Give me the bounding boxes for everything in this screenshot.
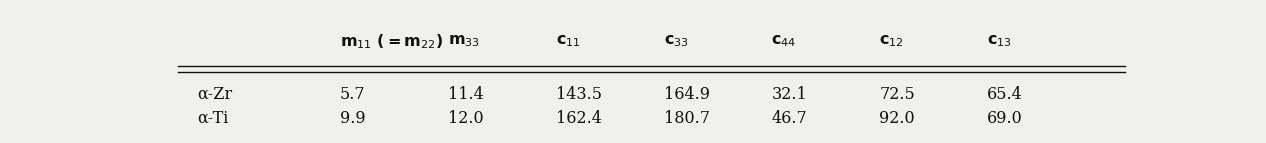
Text: 12.0: 12.0 (448, 110, 484, 127)
Text: $\mathbf{c}_{44}$: $\mathbf{c}_{44}$ (771, 34, 796, 49)
Text: 162.4: 162.4 (556, 110, 601, 127)
Text: 9.9: 9.9 (339, 110, 366, 127)
Text: $\mathbf{c}_{13}$: $\mathbf{c}_{13}$ (987, 34, 1013, 49)
Text: 72.5: 72.5 (880, 86, 915, 103)
Text: $\mathbf{c}_{12}$: $\mathbf{c}_{12}$ (880, 34, 904, 49)
Text: α-Zr: α-Zr (197, 86, 233, 103)
Text: 92.0: 92.0 (880, 110, 915, 127)
Text: 32.1: 32.1 (771, 86, 808, 103)
Text: $\mathbf{m}_{33}$: $\mathbf{m}_{33}$ (448, 34, 480, 49)
Text: 11.4: 11.4 (448, 86, 484, 103)
Text: 164.9: 164.9 (663, 86, 709, 103)
Text: 46.7: 46.7 (771, 110, 808, 127)
Text: α-Ti: α-Ti (197, 110, 229, 127)
Text: 143.5: 143.5 (556, 86, 601, 103)
Text: $\mathbf{m}_{11}$ $\mathbf{(= m}_{22}\mathbf{)}$: $\mathbf{m}_{11}$ $\mathbf{(= m}_{22}\ma… (339, 32, 443, 51)
Text: $\mathbf{c}_{33}$: $\mathbf{c}_{33}$ (663, 34, 689, 49)
Text: 180.7: 180.7 (663, 110, 709, 127)
Text: 65.4: 65.4 (987, 86, 1023, 103)
Text: $\mathbf{c}_{11}$: $\mathbf{c}_{11}$ (556, 34, 580, 49)
Text: 69.0: 69.0 (987, 110, 1023, 127)
Text: 5.7: 5.7 (339, 86, 366, 103)
